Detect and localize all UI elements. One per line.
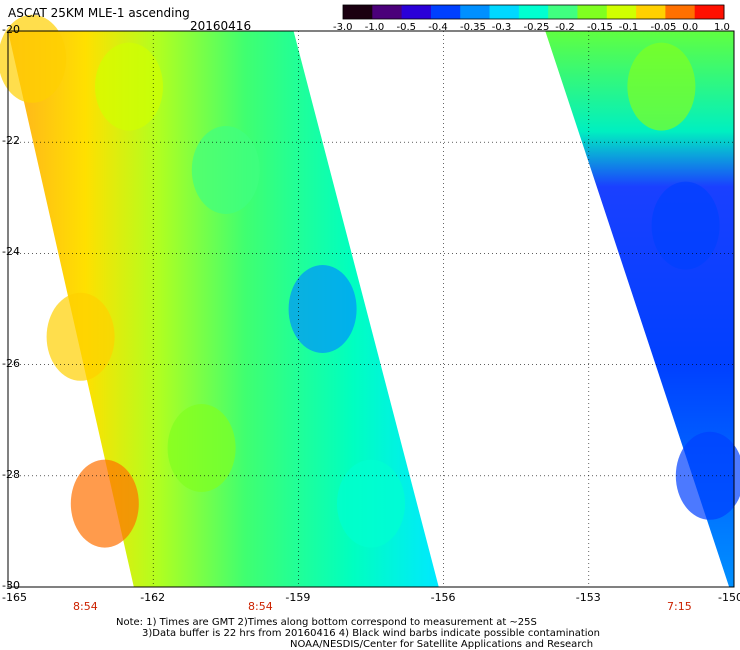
colorbar-tick-label: 0.0 <box>682 22 699 33</box>
wind-field-sample <box>167 404 236 492</box>
y-tick-label: -24 <box>2 245 20 259</box>
footnote-line-3: NOAA/NESDIS/Center for Satellite Applica… <box>290 639 594 650</box>
colorbar-segment <box>694 5 725 19</box>
colorbar-tick-label: -0.5 <box>396 22 417 33</box>
x-tick-label: -159 <box>285 591 311 604</box>
y-tick-label: -26 <box>2 356 20 370</box>
x-tick-label: -162 <box>140 591 166 604</box>
colorbar-tick-label: -0.25 <box>523 22 550 33</box>
wind-field-sample <box>95 42 163 131</box>
wind-field-sample <box>675 431 740 520</box>
wind-field-sample <box>288 265 357 353</box>
x-tick-label: -153 <box>575 591 601 604</box>
colorbar-tick-label: -0.3 <box>491 22 512 33</box>
colorbar-segment <box>636 5 666 19</box>
wind-field-sample <box>627 42 696 131</box>
colorbar-segment <box>518 5 549 19</box>
colorbar-segment <box>548 5 578 19</box>
colorbar-segment <box>489 5 520 19</box>
footnote-line-1: Note: 1) Times are GMT 2)Times along bot… <box>116 617 537 628</box>
chart-title: ASCAT 25KM MLE-1 ascending <box>8 6 190 20</box>
y-tick-label: -28 <box>2 467 20 481</box>
swath-time-label: 8:54 <box>248 600 273 613</box>
colorbar-tick-label: -0.35 <box>460 22 486 33</box>
swath-time-label: 7:15 <box>667 600 692 613</box>
colorbar-segment <box>401 5 432 19</box>
colorbar-segment <box>665 5 696 19</box>
x-tick-label: -165 <box>2 591 27 604</box>
colorbar-tick-label: -0.05 <box>650 22 677 33</box>
colorbar-segment <box>577 5 608 19</box>
footnote-line-2: 3)Data buffer is 22 hrs from 20160416 4)… <box>142 628 600 639</box>
wind-field-sample <box>191 126 260 214</box>
colorbar-tick-label: -0.2 <box>555 22 575 33</box>
wind-field-sample <box>337 459 405 548</box>
wind-field-sample <box>651 181 720 270</box>
colorbar-tick-label: -0.1 <box>618 22 639 33</box>
wind-field-sample <box>70 459 139 548</box>
colorbar-tick-label: -0.15 <box>587 22 613 33</box>
colorbar-segment <box>606 5 637 19</box>
colorbar-frame <box>342 4 725 20</box>
y-tick-label: -20 <box>2 23 20 36</box>
colorbar-tick-label: -3.0 <box>333 22 353 33</box>
colorbar-segment <box>460 5 491 19</box>
wind-field-sample <box>46 292 115 381</box>
x-tick-label: -150 <box>718 591 740 604</box>
y-tick-label: -22 <box>2 134 20 148</box>
x-tick-label: -156 <box>430 591 456 604</box>
colorbar-tick-label: 1.0 <box>714 22 730 33</box>
colorbar-tick-label: -0.4 <box>428 22 448 33</box>
chart-date: 20160416 <box>190 19 252 33</box>
colorbar-tick-label: -1.0 <box>364 22 385 33</box>
colorbar-segment <box>372 5 403 19</box>
wind-field-sample <box>0 14 67 103</box>
colorbar-segment <box>430 5 461 19</box>
y-tick-label: -30 <box>2 579 20 592</box>
swath-time-label: 8:54 <box>73 600 98 613</box>
colorbar-segment <box>343 5 373 19</box>
swath-1 <box>8 31 439 587</box>
